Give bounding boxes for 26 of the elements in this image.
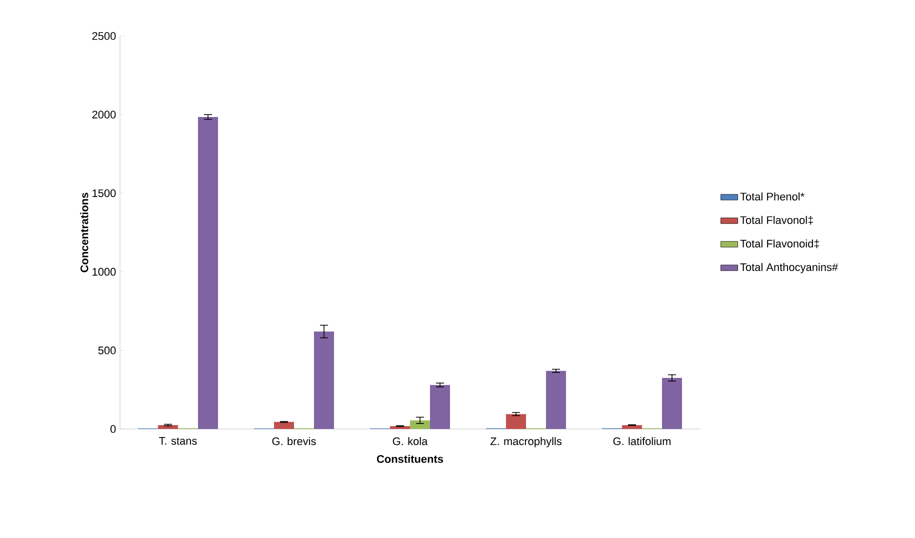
bar	[546, 370, 566, 429]
y-tick-label: 0	[110, 425, 116, 433]
bar	[662, 378, 682, 429]
bar	[198, 116, 218, 429]
bar	[410, 420, 430, 429]
y-tick-label: 2000	[92, 110, 116, 118]
y-tick-label: 1000	[92, 268, 116, 276]
x-tick-label: G. latifolium	[613, 437, 670, 446]
legend-label: Total Phenol*	[740, 192, 804, 200]
y-tick-label: 1500	[92, 189, 116, 198]
x-tick-label: Z. macrophylls	[490, 437, 562, 448]
x-tick-label: T. stans	[159, 437, 197, 445]
legend-label: Total Anthocyanins#	[740, 263, 838, 274]
x-axis-title: Constituents	[376, 454, 444, 463]
bar	[430, 384, 450, 429]
x-tick-label: G. brevis	[272, 437, 316, 446]
y-tick-label: 500	[98, 346, 116, 354]
y-axis-title: Concentrations	[80, 192, 88, 272]
x-tick-label: G. kola	[392, 437, 428, 446]
bar	[314, 332, 334, 429]
bar	[274, 422, 294, 429]
bar	[622, 425, 642, 429]
legend-label: Total Flavonoid‡	[740, 239, 820, 248]
legend-label: Total Flavonol‡	[740, 216, 813, 225]
bar	[506, 414, 526, 429]
y-tick-label: 2500	[92, 32, 116, 40]
